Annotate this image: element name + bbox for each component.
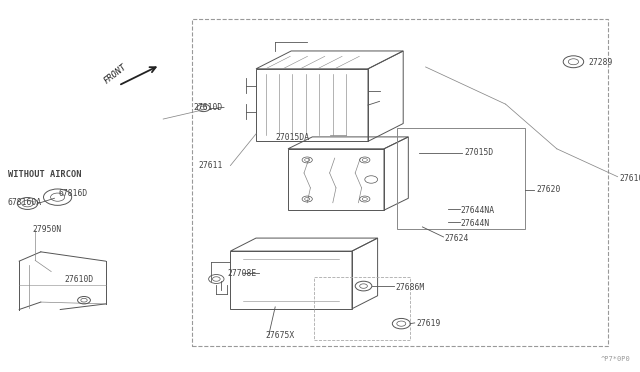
Text: 27644N: 27644N — [461, 219, 490, 228]
Text: 678160A: 678160A — [8, 198, 42, 207]
Text: 27611: 27611 — [198, 161, 223, 170]
Text: 27708E: 27708E — [227, 269, 257, 278]
Bar — [288, 149, 384, 210]
Text: 27950N: 27950N — [32, 225, 61, 234]
Text: 27619: 27619 — [416, 319, 440, 328]
Text: 27015DA: 27015DA — [275, 133, 309, 142]
Text: 27289: 27289 — [589, 58, 613, 67]
Text: WITHOUT AIRCON: WITHOUT AIRCON — [8, 170, 81, 179]
Text: 27624: 27624 — [445, 234, 469, 243]
Text: 27675X: 27675X — [266, 331, 295, 340]
Text: 27610D: 27610D — [64, 275, 93, 284]
Bar — [230, 251, 352, 309]
Bar — [256, 69, 368, 141]
Text: 27015D: 27015D — [464, 148, 493, 157]
Text: 27620: 27620 — [536, 185, 561, 194]
Bar — [314, 277, 410, 340]
Bar — [397, 128, 525, 229]
Text: 27686M: 27686M — [396, 283, 425, 292]
Text: ^P7*0P0: ^P7*0P0 — [601, 356, 630, 362]
Text: 67816D: 67816D — [59, 189, 88, 198]
Text: 27610D: 27610D — [194, 103, 223, 112]
Text: FRONT: FRONT — [102, 62, 129, 86]
Text: 27644NA: 27644NA — [461, 206, 495, 215]
Bar — [192, 19, 608, 346]
Text: 27610: 27610 — [620, 174, 640, 183]
